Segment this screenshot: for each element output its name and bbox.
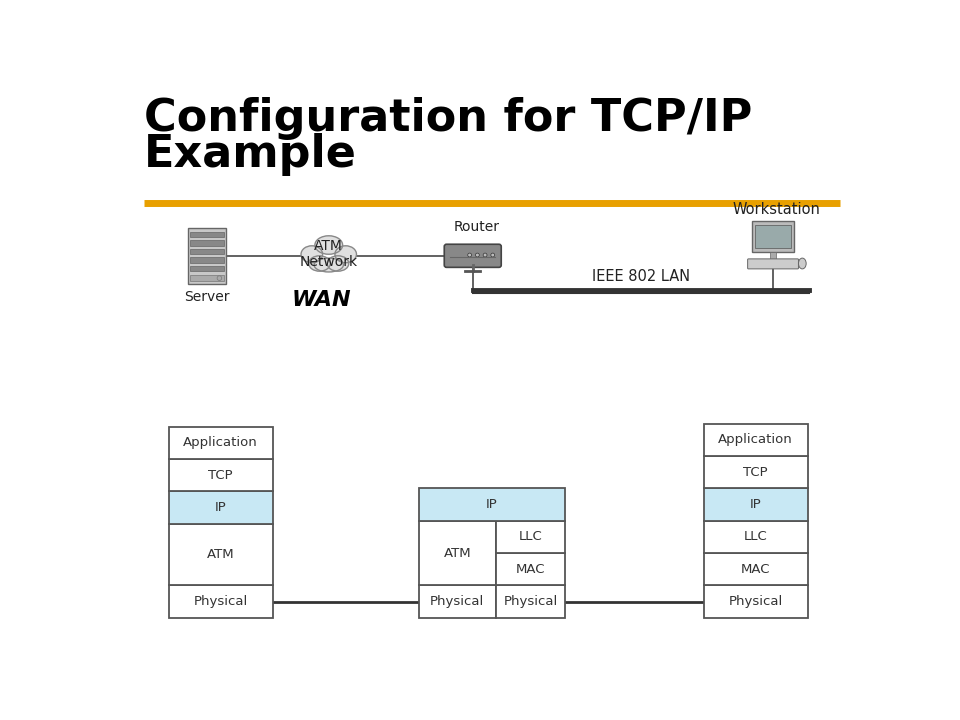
Text: TCP: TCP (208, 469, 233, 482)
Text: MAC: MAC (516, 563, 545, 576)
Bar (188, 228, 227, 284)
Bar (190, 266, 224, 271)
Bar (496, 521, 565, 553)
Ellipse shape (799, 258, 806, 269)
Circle shape (483, 253, 487, 257)
Circle shape (491, 253, 494, 257)
Text: Workstation: Workstation (733, 202, 821, 217)
Text: ATM: ATM (206, 548, 234, 561)
Bar (704, 585, 807, 618)
Bar (169, 492, 273, 523)
Text: LLC: LLC (744, 531, 768, 544)
Text: MAC: MAC (741, 563, 771, 576)
Text: Physical: Physical (729, 595, 782, 608)
Bar (704, 456, 807, 488)
FancyBboxPatch shape (444, 244, 501, 267)
Bar (704, 423, 807, 456)
Bar (704, 521, 807, 553)
FancyBboxPatch shape (748, 259, 799, 269)
Text: Configuration for TCP/IP: Configuration for TCP/IP (144, 97, 753, 140)
Ellipse shape (335, 246, 356, 263)
Text: Application: Application (183, 436, 258, 449)
Bar (190, 232, 224, 238)
Bar (169, 585, 273, 618)
Text: Physical: Physical (194, 595, 248, 608)
Bar (752, 221, 794, 252)
Bar (419, 585, 496, 618)
Bar (704, 488, 807, 521)
Bar (419, 521, 496, 585)
Text: IP: IP (750, 498, 761, 511)
Ellipse shape (314, 258, 344, 272)
Bar (190, 240, 224, 246)
Text: IEEE 802 LAN: IEEE 802 LAN (592, 269, 690, 284)
Bar (190, 249, 224, 254)
Text: Example: Example (144, 132, 357, 176)
Text: ATM
Network: ATM Network (300, 239, 358, 269)
Text: LLC: LLC (518, 531, 542, 544)
Ellipse shape (327, 256, 348, 271)
Text: IP: IP (215, 501, 227, 514)
Bar (770, 252, 776, 260)
Bar (190, 257, 224, 263)
Bar (419, 488, 565, 521)
Bar (169, 523, 273, 585)
Ellipse shape (315, 235, 343, 254)
Text: Server: Server (184, 289, 229, 304)
Bar (190, 275, 224, 282)
Bar (704, 553, 807, 585)
Bar (496, 585, 565, 618)
Text: TCP: TCP (743, 466, 768, 479)
Text: Router: Router (453, 220, 499, 234)
Text: Physical: Physical (430, 595, 485, 608)
Bar (169, 427, 273, 459)
Text: IP: IP (486, 498, 498, 511)
Circle shape (475, 253, 479, 257)
Text: WAN: WAN (291, 289, 350, 310)
Text: ATM: ATM (444, 546, 471, 559)
Bar (496, 553, 565, 585)
Ellipse shape (301, 246, 323, 263)
Bar (755, 225, 791, 248)
Circle shape (217, 276, 222, 280)
Text: Physical: Physical (503, 595, 558, 608)
Bar (169, 459, 273, 492)
Ellipse shape (309, 256, 330, 271)
Text: Application: Application (718, 433, 793, 446)
Circle shape (468, 253, 471, 257)
